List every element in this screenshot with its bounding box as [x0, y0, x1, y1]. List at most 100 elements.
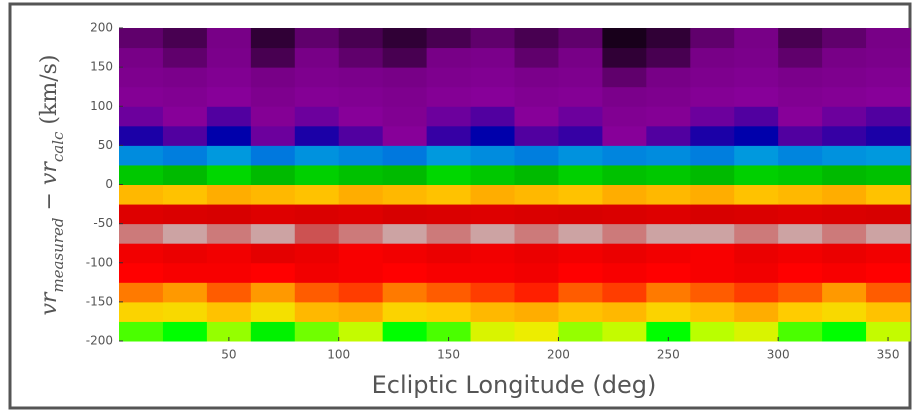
heatmap-cell	[866, 282, 911, 303]
heatmap-cell	[162, 47, 208, 68]
heatmap-cell	[382, 204, 428, 225]
heatmap-cell	[426, 282, 472, 303]
heatmap-cell	[558, 47, 603, 68]
heatmap-cell	[470, 125, 515, 146]
heatmap-cell	[382, 184, 428, 205]
heatmap-cell	[822, 204, 867, 225]
heatmap-cell	[294, 125, 340, 146]
heatmap-cell	[119, 223, 164, 244]
heatmap-cell	[822, 321, 867, 342]
heatmap-cell	[778, 106, 823, 127]
heatmap-cell	[119, 86, 164, 107]
heatmap-cell	[822, 125, 867, 146]
heatmap-cell	[558, 262, 603, 283]
heatmap-cell	[514, 145, 559, 166]
heatmap-cell	[206, 47, 252, 68]
heatmap-cell	[646, 262, 691, 283]
heatmap-cell	[866, 86, 911, 107]
heatmap-cell	[426, 243, 472, 264]
heatmap-cell	[206, 321, 252, 342]
heatmap-cell	[250, 145, 296, 166]
heatmap-cell	[690, 223, 735, 244]
heatmap-cell	[734, 145, 779, 166]
heatmap-cell	[382, 243, 428, 264]
heatmap-cell	[558, 28, 603, 49]
heatmap-cell	[119, 184, 164, 205]
heatmap-cell	[602, 28, 647, 49]
heatmap-cell	[558, 125, 603, 146]
x-tick-label: 200	[547, 348, 570, 362]
heatmap-cell	[602, 282, 647, 303]
heatmap-cell	[734, 47, 779, 68]
heatmap-cell	[162, 321, 208, 342]
heatmap-cell	[822, 145, 867, 166]
y-label-part: vr	[37, 291, 62, 315]
heatmap-cell	[778, 301, 823, 322]
heatmap-cell	[338, 164, 384, 185]
heatmap-cell	[426, 106, 472, 127]
heatmap-cell	[338, 145, 384, 166]
heatmap-cell	[382, 86, 428, 107]
heatmap-cell	[426, 86, 472, 107]
heatmap-cell	[119, 47, 164, 68]
heatmap-cell	[778, 145, 823, 166]
heatmap-cell	[602, 125, 647, 146]
heatmap-cell	[382, 106, 428, 127]
heatmap-cell	[294, 262, 340, 283]
heatmap-cell	[602, 184, 647, 205]
heatmap-cell	[338, 262, 384, 283]
heatmap-cell	[866, 223, 911, 244]
heatmap-cell	[470, 28, 515, 49]
heatmap-cell	[558, 184, 603, 205]
heatmap-cell	[426, 125, 472, 146]
heatmap-cell	[162, 86, 208, 107]
heatmap-cell	[294, 204, 340, 225]
heatmap-cell	[690, 164, 735, 185]
heatmap-cell	[206, 164, 252, 185]
heatmap-cell	[646, 321, 691, 342]
heatmap-cell	[690, 145, 735, 166]
heatmap-cell	[294, 28, 340, 49]
heatmap-cell	[778, 47, 823, 68]
heatmap-cell	[558, 243, 603, 264]
heatmap-cell	[690, 47, 735, 68]
heatmap-cell	[602, 145, 647, 166]
heatmap-cell	[734, 301, 779, 322]
heatmap-cell	[382, 145, 428, 166]
y-tick-label: 150	[90, 60, 113, 74]
heatmap-cell	[206, 301, 252, 322]
heatmap-cell	[426, 301, 472, 322]
heatmap-cell	[514, 204, 559, 225]
heatmap-cell	[382, 125, 428, 146]
heatmap-cell	[734, 243, 779, 264]
heatmap-cell	[250, 67, 296, 88]
heatmap-cell	[206, 243, 252, 264]
heatmap-cell	[866, 243, 911, 264]
heatmap-cell	[382, 321, 428, 342]
heatmap-cell	[119, 262, 164, 283]
heatmap-cell	[602, 321, 647, 342]
heatmap-cell	[602, 262, 647, 283]
heatmap-cell	[822, 47, 867, 68]
heatmap-cell	[690, 204, 735, 225]
heatmap-cell	[162, 125, 208, 146]
heatmap-cell	[206, 223, 252, 244]
heatmap-cell	[382, 262, 428, 283]
heatmap-cell	[470, 204, 515, 225]
heatmap-cell	[338, 67, 384, 88]
heatmap-cell	[294, 243, 340, 264]
heatmap-cell	[602, 67, 647, 88]
heatmap-cell	[119, 125, 164, 146]
heatmap-cell	[866, 321, 911, 342]
heatmap-cell	[206, 106, 252, 127]
heatmap-cell	[514, 125, 559, 146]
heatmap-cell	[778, 125, 823, 146]
heatmap-cell	[426, 28, 472, 49]
heatmap-cell	[602, 223, 647, 244]
heatmap-cell	[822, 164, 867, 185]
heatmap-cell	[162, 184, 208, 205]
y-tick-label: 50	[98, 138, 113, 152]
heatmap-cell	[734, 67, 779, 88]
heatmap-cell	[514, 301, 559, 322]
